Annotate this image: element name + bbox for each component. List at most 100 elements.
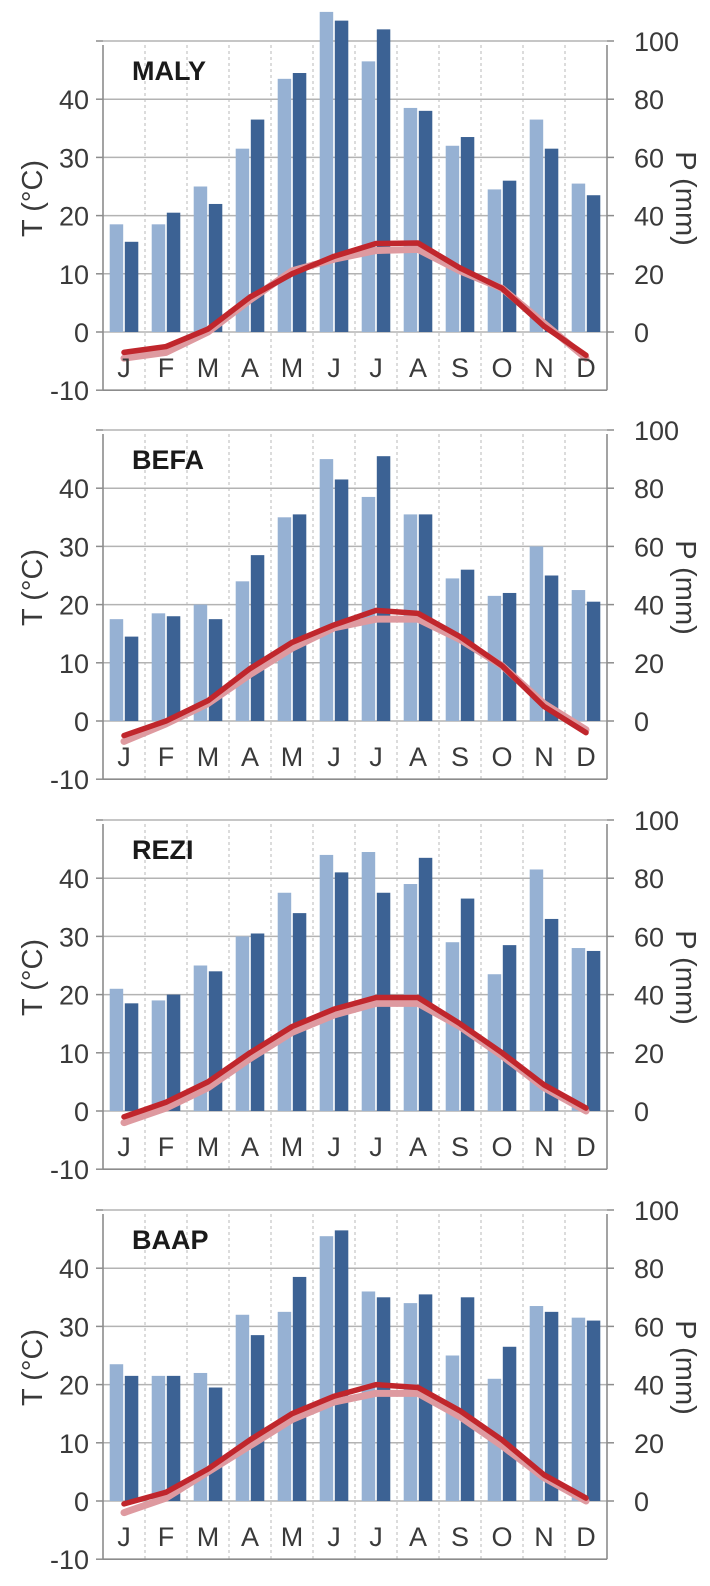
right-tick-label: 0 (634, 318, 649, 348)
precip-bar-b (502, 592, 517, 721)
precip-bar-a (361, 496, 376, 721)
precip-bar-b (460, 898, 475, 1111)
right-tick-label: 80 (634, 474, 664, 504)
precip-bar-a (235, 581, 250, 721)
right-tick-label: 40 (634, 1371, 664, 1401)
temperature-line-b (121, 240, 589, 359)
precip-bar-b (208, 971, 223, 1111)
station-title: MALY (132, 56, 206, 86)
precip-bar-b (418, 857, 433, 1111)
right-tick-label: 20 (634, 260, 664, 290)
month-label: S (451, 742, 469, 772)
month-label: F (158, 1132, 175, 1162)
month-label: J (369, 742, 383, 772)
precip-bar-a (361, 61, 376, 333)
station-title: BEFA (132, 445, 204, 475)
precip-bar-b (334, 20, 349, 332)
right-tick-label: 100 (634, 416, 679, 446)
precip-bar-b (124, 1003, 139, 1111)
left-tick-label: -10 (50, 376, 89, 406)
precip-bar-b (586, 950, 601, 1111)
precip-bar-b (334, 479, 349, 721)
month-label: M (281, 742, 304, 772)
month-label: O (491, 353, 512, 383)
station-title: REZI (132, 835, 194, 865)
right-tick-label: 60 (634, 143, 664, 173)
month-label: J (369, 353, 383, 383)
precip-bar-a (487, 189, 502, 332)
month-label: D (576, 1132, 596, 1162)
precip-bar-a (151, 1000, 166, 1111)
precip-bar-b (544, 1311, 559, 1501)
precip-bar-a (235, 1314, 250, 1501)
precip-bar-a (571, 948, 586, 1111)
left-tick-label: 40 (59, 85, 89, 115)
left-tick-label: 40 (59, 474, 89, 504)
precip-bar-b (166, 212, 181, 332)
month-label: F (158, 353, 175, 383)
precip-bar-a (445, 1355, 460, 1501)
month-label: J (117, 353, 131, 383)
temperature-line-b (121, 607, 589, 739)
precip-bar-a (403, 107, 418, 333)
left-tick-label: 0 (74, 318, 89, 348)
precip-bar-a (109, 224, 124, 332)
precip-bar-b (166, 616, 181, 721)
precip-bar-a (319, 11, 334, 333)
precip-bar-a (277, 78, 292, 332)
precip-bar-b (460, 137, 475, 332)
month-label: N (534, 353, 554, 383)
precip-bar-a (193, 604, 208, 721)
month-label: M (281, 1132, 304, 1162)
right-tick-label: 60 (634, 532, 664, 562)
precip-bar-a (151, 224, 166, 332)
left-tick-label: 40 (59, 864, 89, 894)
month-label: S (451, 1522, 469, 1552)
precip-bar-b (292, 73, 307, 332)
right-tick-label: 40 (634, 981, 664, 1011)
left-tick-label: 20 (59, 202, 89, 232)
month-label: M (197, 1132, 220, 1162)
left-tick-label: 20 (59, 1371, 89, 1401)
month-label: J (327, 353, 341, 383)
month-label: A (241, 353, 259, 383)
precip-bar-a (109, 619, 124, 721)
precip-bar-b (292, 913, 307, 1111)
right-axis-title: P (mm) (669, 1320, 701, 1415)
precip-bar-b (166, 994, 181, 1111)
month-label: A (409, 742, 427, 772)
left-axis-title: T (°C) (17, 939, 49, 1016)
precip-bar-b (334, 1230, 349, 1501)
month-label: A (409, 1522, 427, 1552)
right-tick-label: 60 (634, 922, 664, 952)
precip-bar-b (502, 945, 517, 1111)
right-tick-label: 80 (634, 1254, 664, 1284)
month-label: M (197, 1522, 220, 1552)
precip-bar-b (544, 148, 559, 332)
month-label: O (491, 1132, 512, 1162)
precip-bar-a (403, 1303, 418, 1501)
right-tick-label: 20 (634, 1039, 664, 1069)
precip-bar-a (319, 1236, 334, 1501)
left-tick-label: 30 (59, 922, 89, 952)
month-label: D (576, 1522, 596, 1552)
precip-bar-b (124, 1375, 139, 1501)
month-label: J (369, 1522, 383, 1552)
precip-bar-a (571, 1317, 586, 1501)
precip-bar-a (277, 517, 292, 721)
precip-bar-b (376, 1297, 391, 1501)
left-axis-title: T (°C) (17, 160, 49, 237)
precip-bar-a (319, 459, 334, 721)
month-label: D (576, 742, 596, 772)
left-tick-label: 10 (59, 1429, 89, 1459)
precip-bar-a (193, 965, 208, 1111)
precip-bar-b (292, 514, 307, 721)
right-tick-label: 80 (634, 864, 664, 894)
temperature-line-b (121, 994, 589, 1120)
precip-bar-a (235, 936, 250, 1111)
temperature-line-a (120, 1389, 590, 1517)
right-tick-label: 40 (634, 202, 664, 232)
